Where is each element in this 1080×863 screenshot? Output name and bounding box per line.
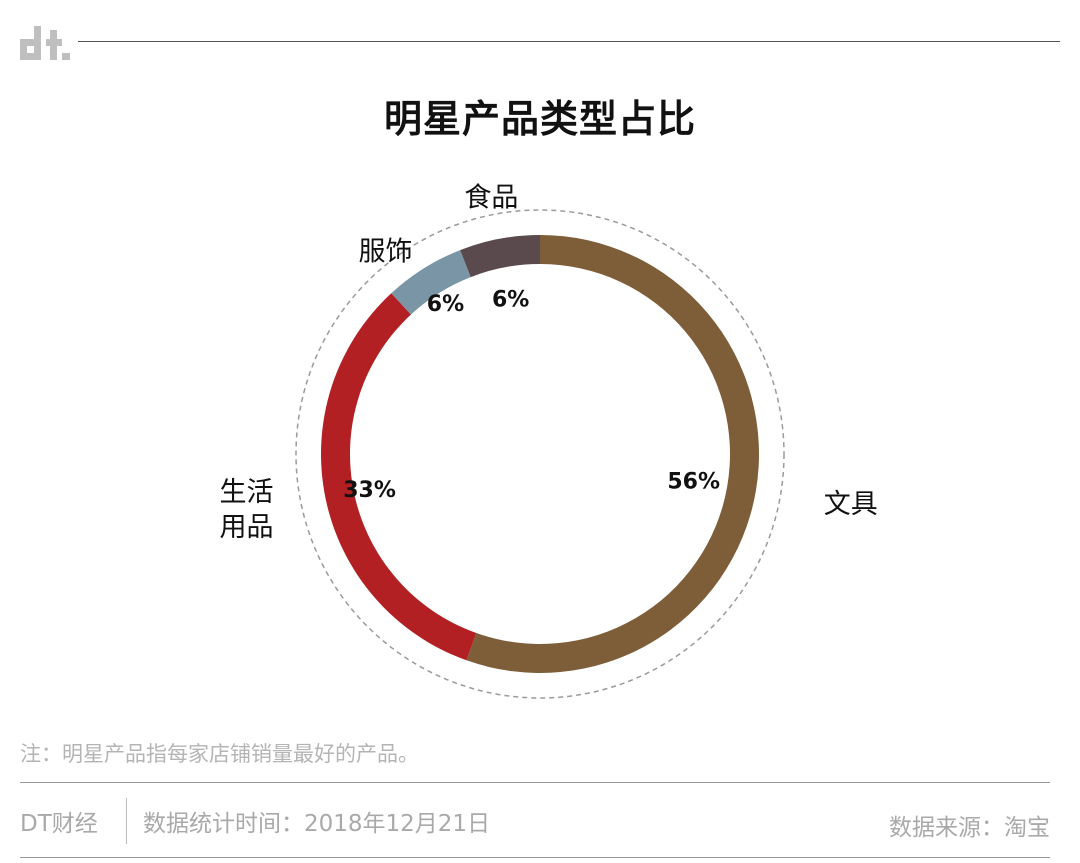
- chart-title: 明星产品类型占比: [383, 97, 696, 141]
- value-label-0: 56%: [667, 470, 720, 495]
- footer-top-rule: [20, 782, 1050, 783]
- value-label-1: 33%: [343, 478, 396, 503]
- category-label-3: 食品: [464, 183, 518, 214]
- category-label-2: 服饰: [359, 237, 413, 268]
- value-label-3: 6%: [492, 288, 529, 313]
- category-label-0: 文具: [824, 489, 878, 520]
- slice-3: [460, 235, 540, 278]
- dt-logo: [20, 26, 70, 60]
- outer-dashed-ring: [295, 209, 785, 699]
- value-label-2: 6%: [427, 292, 464, 317]
- footer-date: 数据统计时间：2018年12月21日: [143, 811, 491, 837]
- slice-1: [321, 293, 477, 661]
- footer-source: 数据来源：淘宝: [889, 815, 1050, 841]
- footer-brand: DT财经: [20, 811, 98, 837]
- slice-2: [391, 250, 471, 315]
- category-label-1: 生活用品: [220, 477, 274, 543]
- footer-bottom-rule: [20, 857, 1050, 858]
- header-rule: [78, 41, 1060, 42]
- chart-note: 注：明星产品指每家店铺销量最好的产品。: [20, 742, 419, 766]
- footer-divider: [126, 798, 127, 844]
